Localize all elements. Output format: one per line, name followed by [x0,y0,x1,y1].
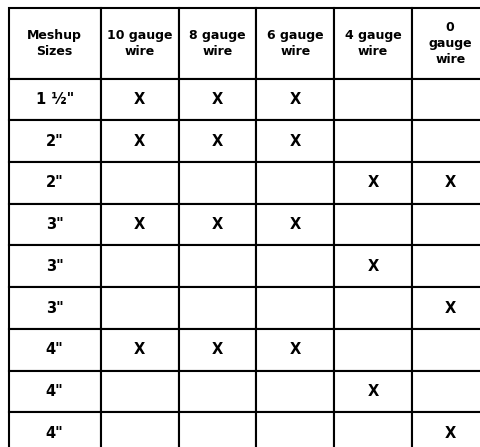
Bar [334,245,412,287]
Bar [256,79,334,120]
Bar [101,287,179,329]
Bar [9,8,101,79]
Text: 4": 4" [46,384,63,399]
Bar [179,329,256,371]
Text: X: X [444,300,456,316]
Bar [256,287,334,329]
Bar [9,245,101,287]
Bar [9,412,101,447]
Bar [256,245,334,287]
Text: X: X [212,342,223,357]
Bar [334,79,412,120]
Text: X: X [367,384,379,399]
Bar [179,287,256,329]
Bar [334,371,412,412]
Bar [179,412,256,447]
Text: 10 gauge
wire: 10 gauge wire [107,29,172,58]
Bar [101,204,179,245]
Bar [412,412,480,447]
Bar [179,120,256,162]
Text: 4 gauge
wire: 4 gauge wire [345,29,401,58]
Bar [256,329,334,371]
Text: 4": 4" [46,342,63,357]
Text: X: X [444,175,456,190]
Bar [9,329,101,371]
Bar [101,79,179,120]
Bar [412,79,480,120]
Text: X: X [134,217,145,232]
Bar [101,162,179,204]
Text: X: X [367,259,379,274]
Text: X: X [134,342,145,357]
Bar [334,8,412,79]
Text: Meshup
Sizes: Meshup Sizes [27,29,82,58]
Bar [9,371,101,412]
Bar [334,204,412,245]
Bar [334,120,412,162]
Bar [9,120,101,162]
Text: X: X [212,92,223,107]
Text: 2": 2" [46,175,63,190]
Bar [256,162,334,204]
Bar [256,371,334,412]
Text: X: X [289,217,301,232]
Bar [256,120,334,162]
Text: X: X [444,426,456,441]
Bar [412,120,480,162]
Bar [412,162,480,204]
Text: X: X [212,134,223,149]
Bar [179,79,256,120]
Text: 3": 3" [46,259,63,274]
Text: X: X [134,134,145,149]
Bar [334,329,412,371]
Bar [101,371,179,412]
Text: X: X [134,92,145,107]
Bar [334,412,412,447]
Bar [412,204,480,245]
Text: 4": 4" [46,426,63,441]
Text: X: X [289,342,301,357]
Text: X: X [289,134,301,149]
Text: 0
gauge
wire: 0 gauge wire [429,21,472,66]
Bar [412,8,480,79]
Text: 6 gauge
wire: 6 gauge wire [267,29,324,58]
Bar [256,8,334,79]
Bar [334,162,412,204]
Text: X: X [367,175,379,190]
Bar [179,204,256,245]
Bar [101,8,179,79]
Bar [334,287,412,329]
Bar [412,245,480,287]
Text: X: X [289,92,301,107]
Bar [256,412,334,447]
Bar [179,245,256,287]
Bar [9,204,101,245]
Text: X: X [212,217,223,232]
Text: 3": 3" [46,300,63,316]
Bar [179,8,256,79]
Bar [412,287,480,329]
Bar [9,79,101,120]
Bar [412,371,480,412]
Text: 1 ½": 1 ½" [36,92,74,107]
Bar [101,120,179,162]
Text: 8 gauge
wire: 8 gauge wire [189,29,246,58]
Bar [9,162,101,204]
Bar [179,162,256,204]
Bar [101,329,179,371]
Bar [412,329,480,371]
Bar [179,371,256,412]
Text: 3": 3" [46,217,63,232]
Bar [9,287,101,329]
Bar [101,412,179,447]
Bar [101,245,179,287]
Bar [256,204,334,245]
Text: 2": 2" [46,134,63,149]
